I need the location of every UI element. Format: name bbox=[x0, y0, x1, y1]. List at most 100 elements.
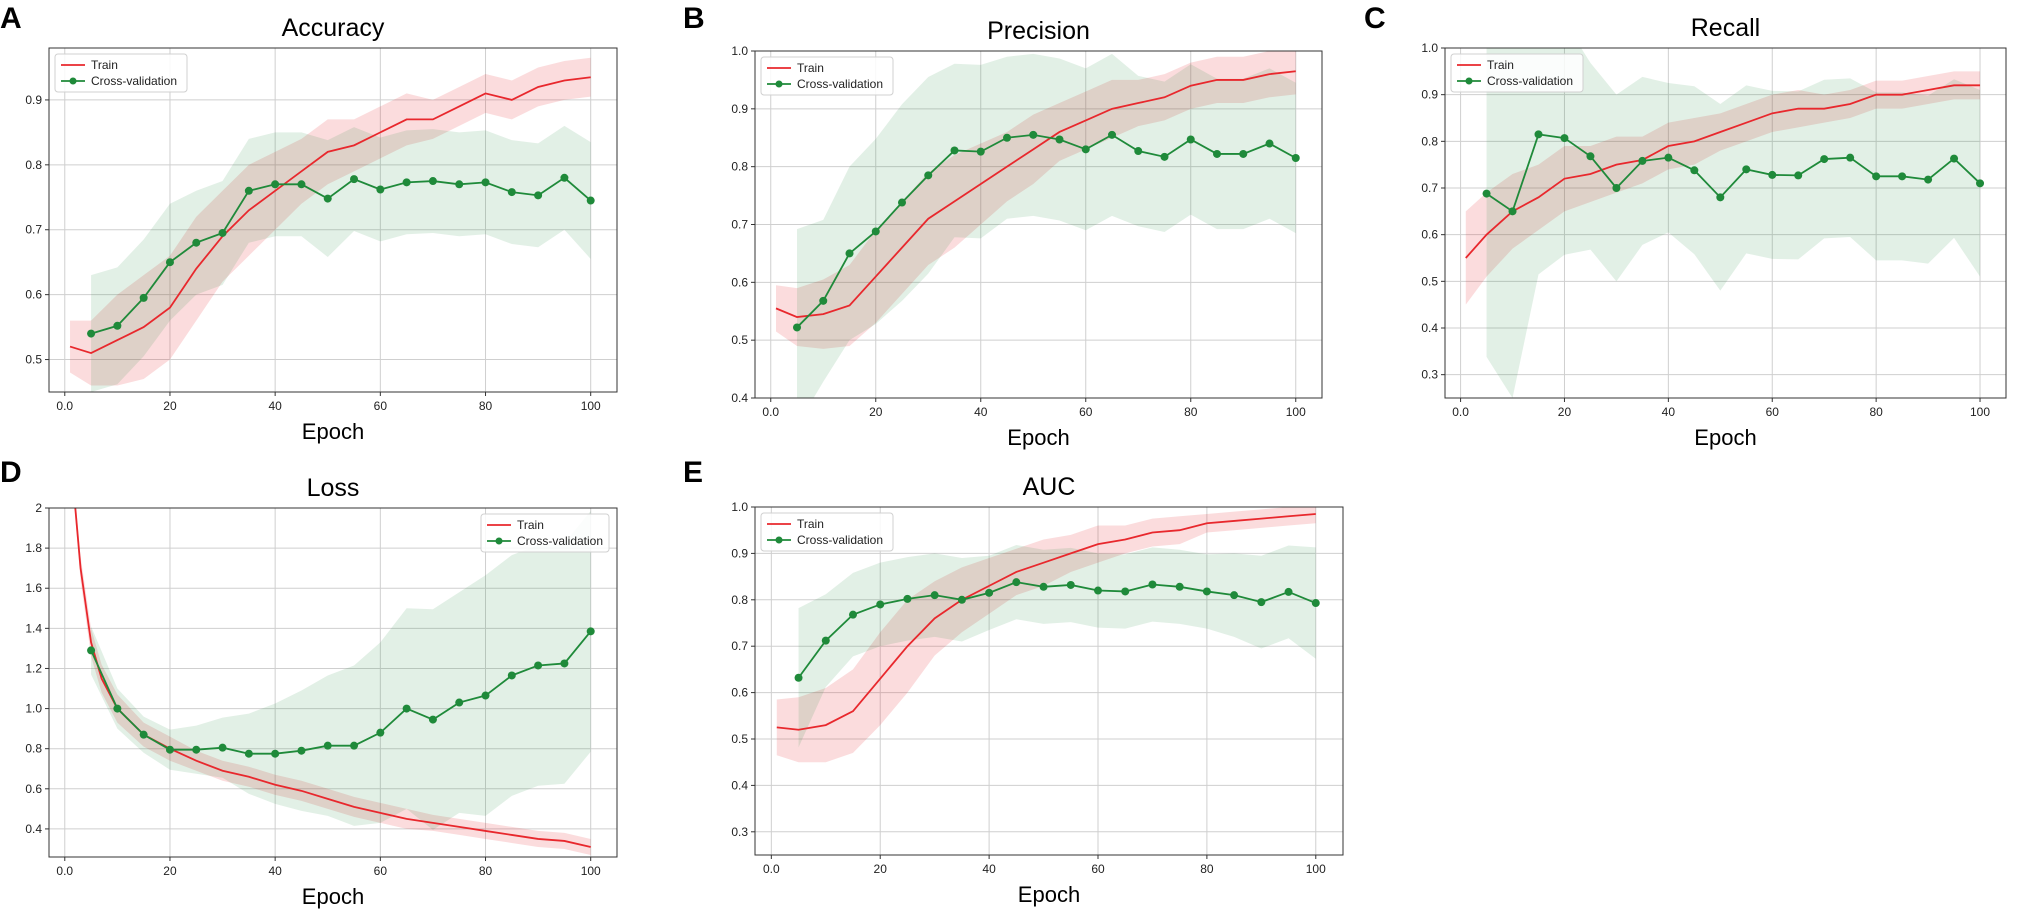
cv-point bbox=[1820, 155, 1829, 164]
cv-point bbox=[1134, 147, 1143, 156]
cv-point bbox=[1482, 189, 1491, 198]
x-tick-label: 40 bbox=[1662, 405, 1676, 419]
y-tick-label: 0.7 bbox=[1421, 181, 1438, 195]
y-tick-label: 0.9 bbox=[1421, 88, 1438, 102]
x-tick-label: 40 bbox=[974, 405, 988, 419]
cv-band bbox=[91, 125, 591, 392]
legend-label: Cross-validation bbox=[797, 533, 883, 547]
train-band bbox=[1465, 71, 1981, 305]
y-tick-label: 0.9 bbox=[731, 546, 748, 560]
y-tick-label: 0.8 bbox=[25, 158, 42, 172]
cv-point bbox=[1055, 135, 1064, 144]
cv-point bbox=[560, 173, 569, 182]
cv-point bbox=[87, 646, 96, 655]
cv-point bbox=[1265, 139, 1274, 148]
y-tick-label: 1.2 bbox=[25, 661, 42, 675]
cv-point bbox=[113, 321, 122, 330]
y-tick-label: 0.9 bbox=[731, 102, 748, 116]
cv-point bbox=[323, 741, 332, 750]
cv-point bbox=[455, 180, 464, 189]
train-band bbox=[70, 57, 591, 386]
cv-point bbox=[1898, 172, 1907, 181]
legend-label: Cross-validation bbox=[797, 77, 883, 91]
cv-point bbox=[402, 178, 411, 187]
legend: Train Cross-validation bbox=[54, 53, 188, 93]
cv-point bbox=[1186, 135, 1195, 144]
cv-point bbox=[957, 595, 966, 604]
cv-point bbox=[1950, 154, 1959, 163]
x-tick-label: 40 bbox=[268, 399, 282, 413]
y-tick-label: 0.7 bbox=[731, 639, 748, 653]
cv-point bbox=[1160, 152, 1169, 161]
cv-point bbox=[192, 238, 201, 247]
cv-point bbox=[985, 588, 994, 597]
x-tick-label: 100 bbox=[1286, 405, 1306, 419]
cv-point bbox=[1560, 134, 1569, 143]
legend-label: Train bbox=[797, 61, 824, 75]
x-tick-label: 80 bbox=[1869, 405, 1883, 419]
cv-point bbox=[1846, 153, 1855, 162]
plot-frame bbox=[1444, 47, 2007, 399]
cv-point bbox=[793, 323, 801, 332]
cv-point bbox=[1230, 591, 1239, 600]
train-band bbox=[776, 51, 1296, 349]
cv-point bbox=[586, 196, 595, 205]
cv-point bbox=[350, 175, 359, 184]
cv-point bbox=[244, 749, 253, 758]
x-tick-label: 0.0 bbox=[56, 864, 73, 878]
y-tick-label: 1.0 bbox=[731, 500, 748, 514]
y-tick-label: 0.5 bbox=[1421, 274, 1438, 288]
cv-point bbox=[376, 728, 385, 737]
y-tick-label: 0.4 bbox=[25, 822, 42, 836]
y-tick-label: 0.8 bbox=[1421, 134, 1438, 148]
x-tick-label: 80 bbox=[1200, 862, 1214, 876]
y-tick-label: 0.3 bbox=[731, 825, 748, 839]
cv-point bbox=[1108, 130, 1116, 139]
cv-line bbox=[797, 581, 1317, 679]
cv-point bbox=[794, 673, 803, 682]
cv-point bbox=[871, 227, 880, 236]
cv-point bbox=[1768, 170, 1777, 179]
cv-point bbox=[481, 178, 490, 187]
plot-frame bbox=[48, 47, 618, 393]
x-tick-label: 80 bbox=[479, 399, 493, 413]
x-tick-label: 80 bbox=[479, 864, 493, 878]
cv-point bbox=[192, 745, 201, 754]
cv-point bbox=[1257, 598, 1266, 607]
cv-point bbox=[455, 698, 464, 707]
panel-e: 0.0 20 40 60 80 100 0.3 0.4 0.5 0.6 0.7 0.8 0.9 1.0 AU… bbox=[683, 456, 1344, 907]
y-tick-label: 0.6 bbox=[25, 782, 42, 796]
cv-point bbox=[165, 745, 174, 754]
cv-band bbox=[1486, 48, 1981, 398]
x-tick-label: 60 bbox=[1079, 405, 1093, 419]
x-axis-label: Epoch bbox=[302, 884, 364, 909]
y-tick-label: 1.8 bbox=[25, 541, 42, 555]
cv-point bbox=[271, 180, 280, 189]
cv-point bbox=[845, 249, 854, 258]
cv-point bbox=[1924, 175, 1933, 184]
y-tick-label: 0.6 bbox=[25, 288, 42, 302]
cv-point bbox=[402, 704, 411, 713]
cv-point bbox=[323, 194, 332, 203]
train-band bbox=[776, 507, 1316, 763]
cv-point bbox=[1534, 130, 1543, 139]
cv-point bbox=[898, 198, 906, 207]
cv-point bbox=[849, 610, 857, 619]
cv-point bbox=[1202, 587, 1211, 596]
cv-point bbox=[1175, 582, 1184, 591]
cv-point bbox=[1716, 193, 1725, 202]
panel-letter: A bbox=[0, 2, 22, 35]
x-tick-label: 0.0 bbox=[1452, 405, 1469, 419]
chart-title: Loss bbox=[307, 474, 360, 502]
y-tick-label: 1.4 bbox=[25, 621, 42, 635]
train-line bbox=[776, 513, 1316, 731]
cv-point bbox=[1081, 145, 1090, 154]
y-tick-label: 0.7 bbox=[25, 223, 42, 237]
cv-point bbox=[1311, 599, 1320, 608]
x-tick-label: 80 bbox=[1184, 405, 1198, 419]
cv-line bbox=[1486, 133, 1981, 213]
x-tick-label: 40 bbox=[268, 864, 282, 878]
cv-point bbox=[1872, 172, 1881, 181]
legend: Train Cross-validation bbox=[480, 513, 610, 553]
